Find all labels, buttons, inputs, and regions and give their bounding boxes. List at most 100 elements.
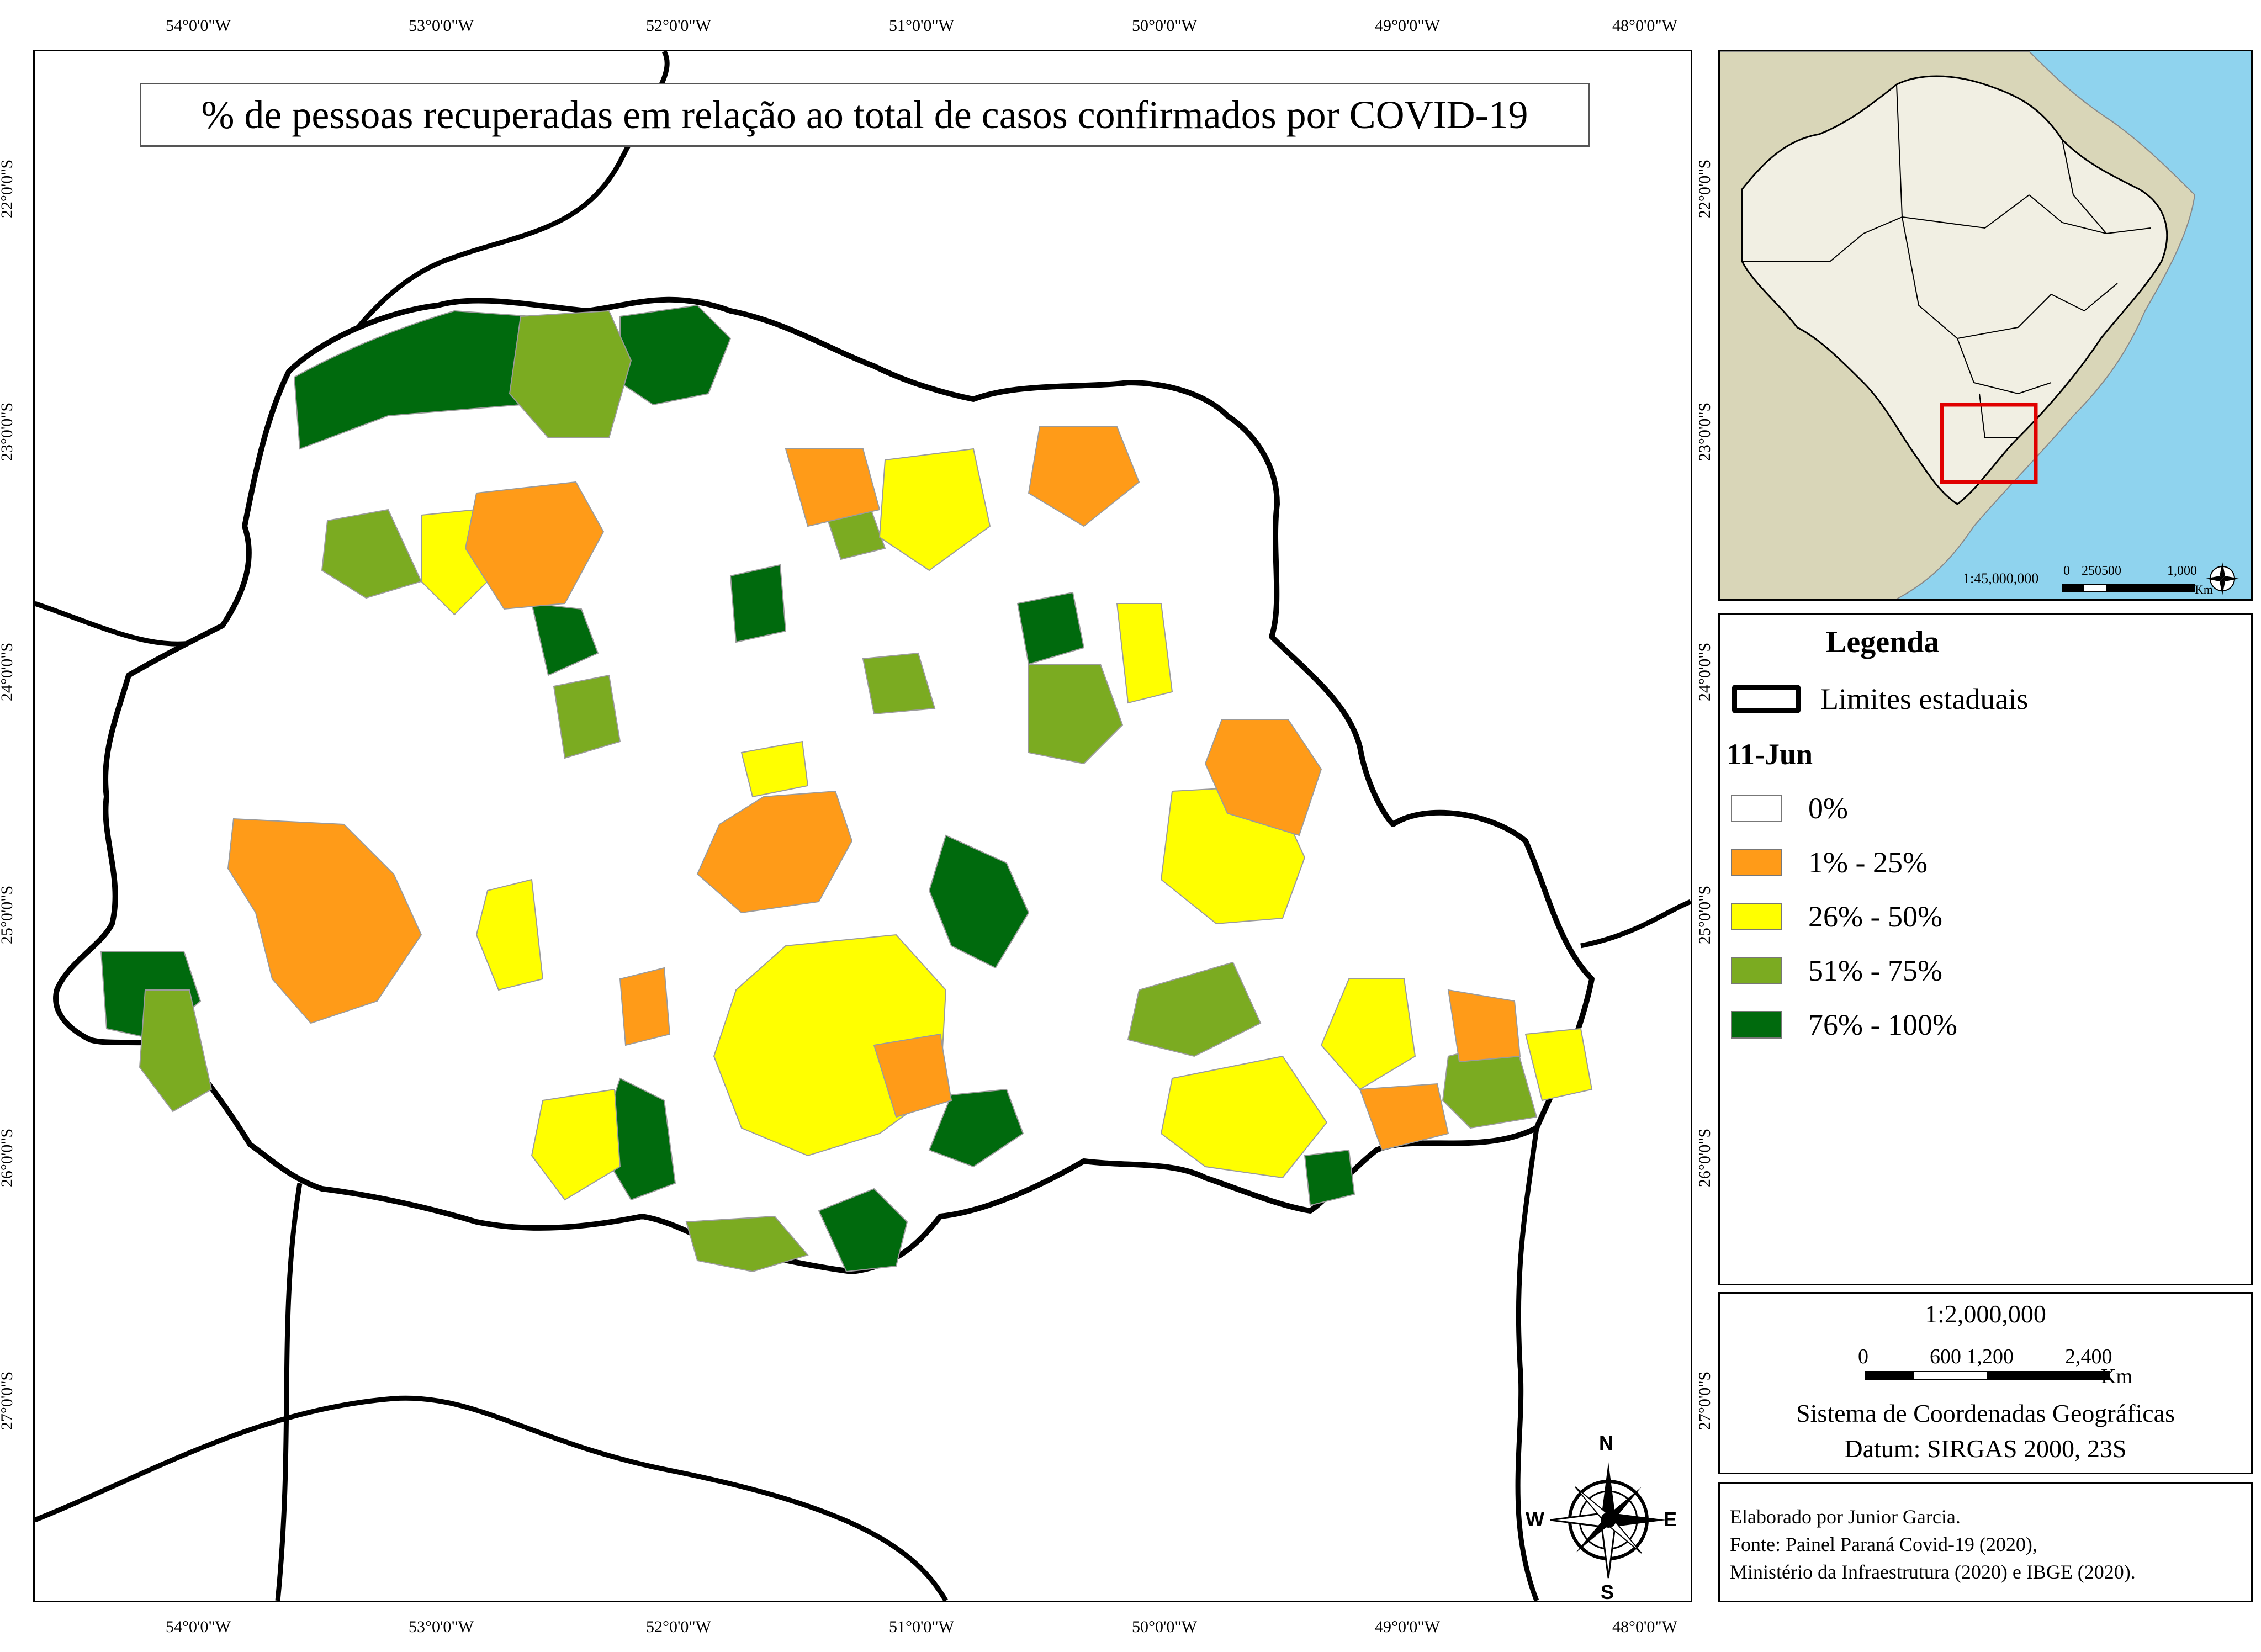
region-class-51-75 [553, 674, 621, 759]
legend-class-label: 0% [1808, 792, 1848, 825]
region-class-51-75 [685, 1215, 809, 1273]
state-boundary-south-2 [35, 1395, 948, 1601]
legend-date: 11-Jun [1727, 738, 1813, 771]
legend-class-row: 76% - 100% [1731, 1008, 1957, 1042]
lon-tick-top: 49°0'0"W [1375, 17, 1440, 35]
scale-bar [1865, 1371, 2110, 1380]
lon-tick-bottom: 54°0'0"W [166, 1618, 231, 1636]
lat-tick-left: 27°0'0"S [0, 1371, 17, 1431]
south-america-inset [1720, 51, 2239, 599]
parana-map [35, 51, 1691, 1601]
lat-tick-right: 23°0'0"S [1696, 402, 1714, 462]
region-class-26-50 [878, 448, 991, 571]
legend-class-row: 26% - 50% [1731, 899, 1942, 934]
region-class-26-50 [740, 740, 809, 798]
region-class-26-50 [713, 934, 947, 1157]
inset-map-frame: 1:45,000,000 0 250500 1,000 Km [1718, 50, 2253, 601]
region-class-51-75 [862, 652, 936, 715]
region-class-1-25 [464, 481, 605, 610]
legend-title: Legenda [1826, 625, 1940, 659]
legend-swatch [1731, 795, 1782, 822]
state-boundary-west [35, 601, 218, 647]
region-class-76-100 [928, 1088, 1024, 1168]
region-class-26-50 [1116, 603, 1173, 704]
region-class-51-75 [321, 509, 422, 599]
scale-max: 2,400 [2065, 1345, 2112, 1368]
region-class-26-50 [531, 1088, 621, 1201]
region-class-1-25 [785, 448, 881, 527]
inset-scale-ratio: 1:45,000,000 [1963, 570, 2039, 586]
north-arrow [1550, 1462, 1666, 1579]
lon-tick-bottom: 51°0'0"W [889, 1618, 954, 1636]
legend-class-row: 0% [1731, 791, 1848, 825]
region-class-1-25 [1359, 1083, 1449, 1151]
region-class-1-25 [1447, 989, 1521, 1063]
lon-tick-bottom: 49°0'0"W [1375, 1618, 1440, 1636]
credits-box: Elaborado por Junior Garcia. Fonte: Pain… [1718, 1482, 2253, 1602]
lon-tick-top: 51°0'0"W [889, 17, 954, 35]
region-class-1-25 [227, 818, 422, 1024]
region-class-76-100 [729, 564, 787, 643]
legend-class-label: 51% - 75% [1808, 954, 1942, 987]
region-class-1-25 [873, 1033, 952, 1118]
lon-tick-bottom: 50°0'0"W [1132, 1618, 1197, 1636]
legend-class-label: 26% - 50% [1808, 900, 1942, 933]
credits-line-2: Fonte: Painel Paraná Covid-19 (2020), [1730, 1533, 2037, 1555]
lon-tick-top: 54°0'0"W [166, 17, 231, 35]
region-class-1-25 [696, 790, 853, 914]
lon-tick-top: 53°0'0"W [409, 17, 474, 35]
compass-label-e: E [1664, 1508, 1677, 1531]
region-class-1-25 [1204, 719, 1322, 836]
region-class-1-25 [1028, 426, 1140, 527]
legend-class-label: 1% - 25% [1808, 846, 1928, 879]
lat-tick-right: 27°0'0"S [1696, 1371, 1714, 1431]
lat-tick-right: 24°0'0"S [1696, 642, 1714, 702]
lat-tick-left: 25°0'0"S [0, 885, 17, 945]
region-class-26-50 [1524, 1028, 1593, 1102]
lon-tick-top: 50°0'0"W [1132, 17, 1197, 35]
region-class-1-25 [619, 967, 671, 1046]
lat-tick-right: 26°0'0"S [1696, 1128, 1714, 1188]
region-class-76-100 [293, 310, 549, 450]
legend-swatch [1731, 903, 1782, 930]
scale-mid: 600 1,200 [1930, 1345, 2014, 1368]
region-class-26-50 [1160, 1055, 1328, 1179]
lat-tick-left: 26°0'0"S [0, 1128, 17, 1188]
region-class-51-75 [509, 310, 632, 438]
scale-unit: Km [2101, 1365, 2132, 1388]
parana-highlight [1940, 403, 2038, 484]
lon-tick-bottom: 52°0'0"W [646, 1618, 711, 1636]
lon-tick-top: 48°0'0"W [1612, 17, 1677, 35]
credits-line-1: Elaborado por Junior Garcia. [1730, 1506, 1961, 1528]
scale-box: 1:2,000,000 0 600 1,200 2,400 Km Sistema… [1718, 1292, 2253, 1474]
legend-boundary-label: Limites estaduais [1820, 682, 2029, 716]
state-boundary-south-1 [275, 1183, 303, 1601]
legend-swatch [1731, 1011, 1782, 1039]
lat-tick-left: 23°0'0"S [0, 402, 17, 462]
scale-zero: 0 [1858, 1345, 1868, 1368]
lon-tick-bottom: 53°0'0"W [409, 1618, 474, 1636]
lat-tick-right: 25°0'0"S [1696, 885, 1714, 945]
region-class-76-100 [1016, 591, 1085, 665]
region-class-26-50 [1320, 978, 1416, 1090]
region-class-76-100 [928, 834, 1030, 969]
legend-class-label: 76% - 100% [1808, 1008, 1957, 1041]
legend-class-row: 51% - 75% [1731, 954, 1942, 988]
state-boundary-symbol [1732, 685, 1801, 713]
lon-tick-top: 52°0'0"W [646, 17, 711, 35]
main-map-frame: % de pessoas recuperadas em relação ao t… [33, 50, 1692, 1603]
region-class-51-75 [139, 989, 213, 1113]
lat-tick-right: 22°0'0"S [1696, 159, 1714, 219]
datum-label: Datum: SIRGAS 2000, 23S [1844, 1434, 2127, 1463]
coast-north [1580, 899, 1691, 949]
region-class-26-50 [475, 878, 544, 991]
legend-box: Legenda Limites estaduais 11-Jun 0% 1% -… [1718, 613, 2253, 1285]
compass-label-w: W [1526, 1508, 1544, 1531]
compass-label-n: N [1599, 1432, 1613, 1454]
region-class-51-75 [1028, 664, 1124, 765]
legend-class-row: 1% - 25% [1731, 845, 1928, 880]
legend-swatch [1731, 957, 1782, 984]
lon-tick-bottom: 48°0'0"W [1612, 1618, 1677, 1636]
legend-boundary-row: Limites estaduais [1732, 682, 2028, 716]
map-title: % de pessoas recuperadas em relação ao t… [140, 83, 1590, 147]
